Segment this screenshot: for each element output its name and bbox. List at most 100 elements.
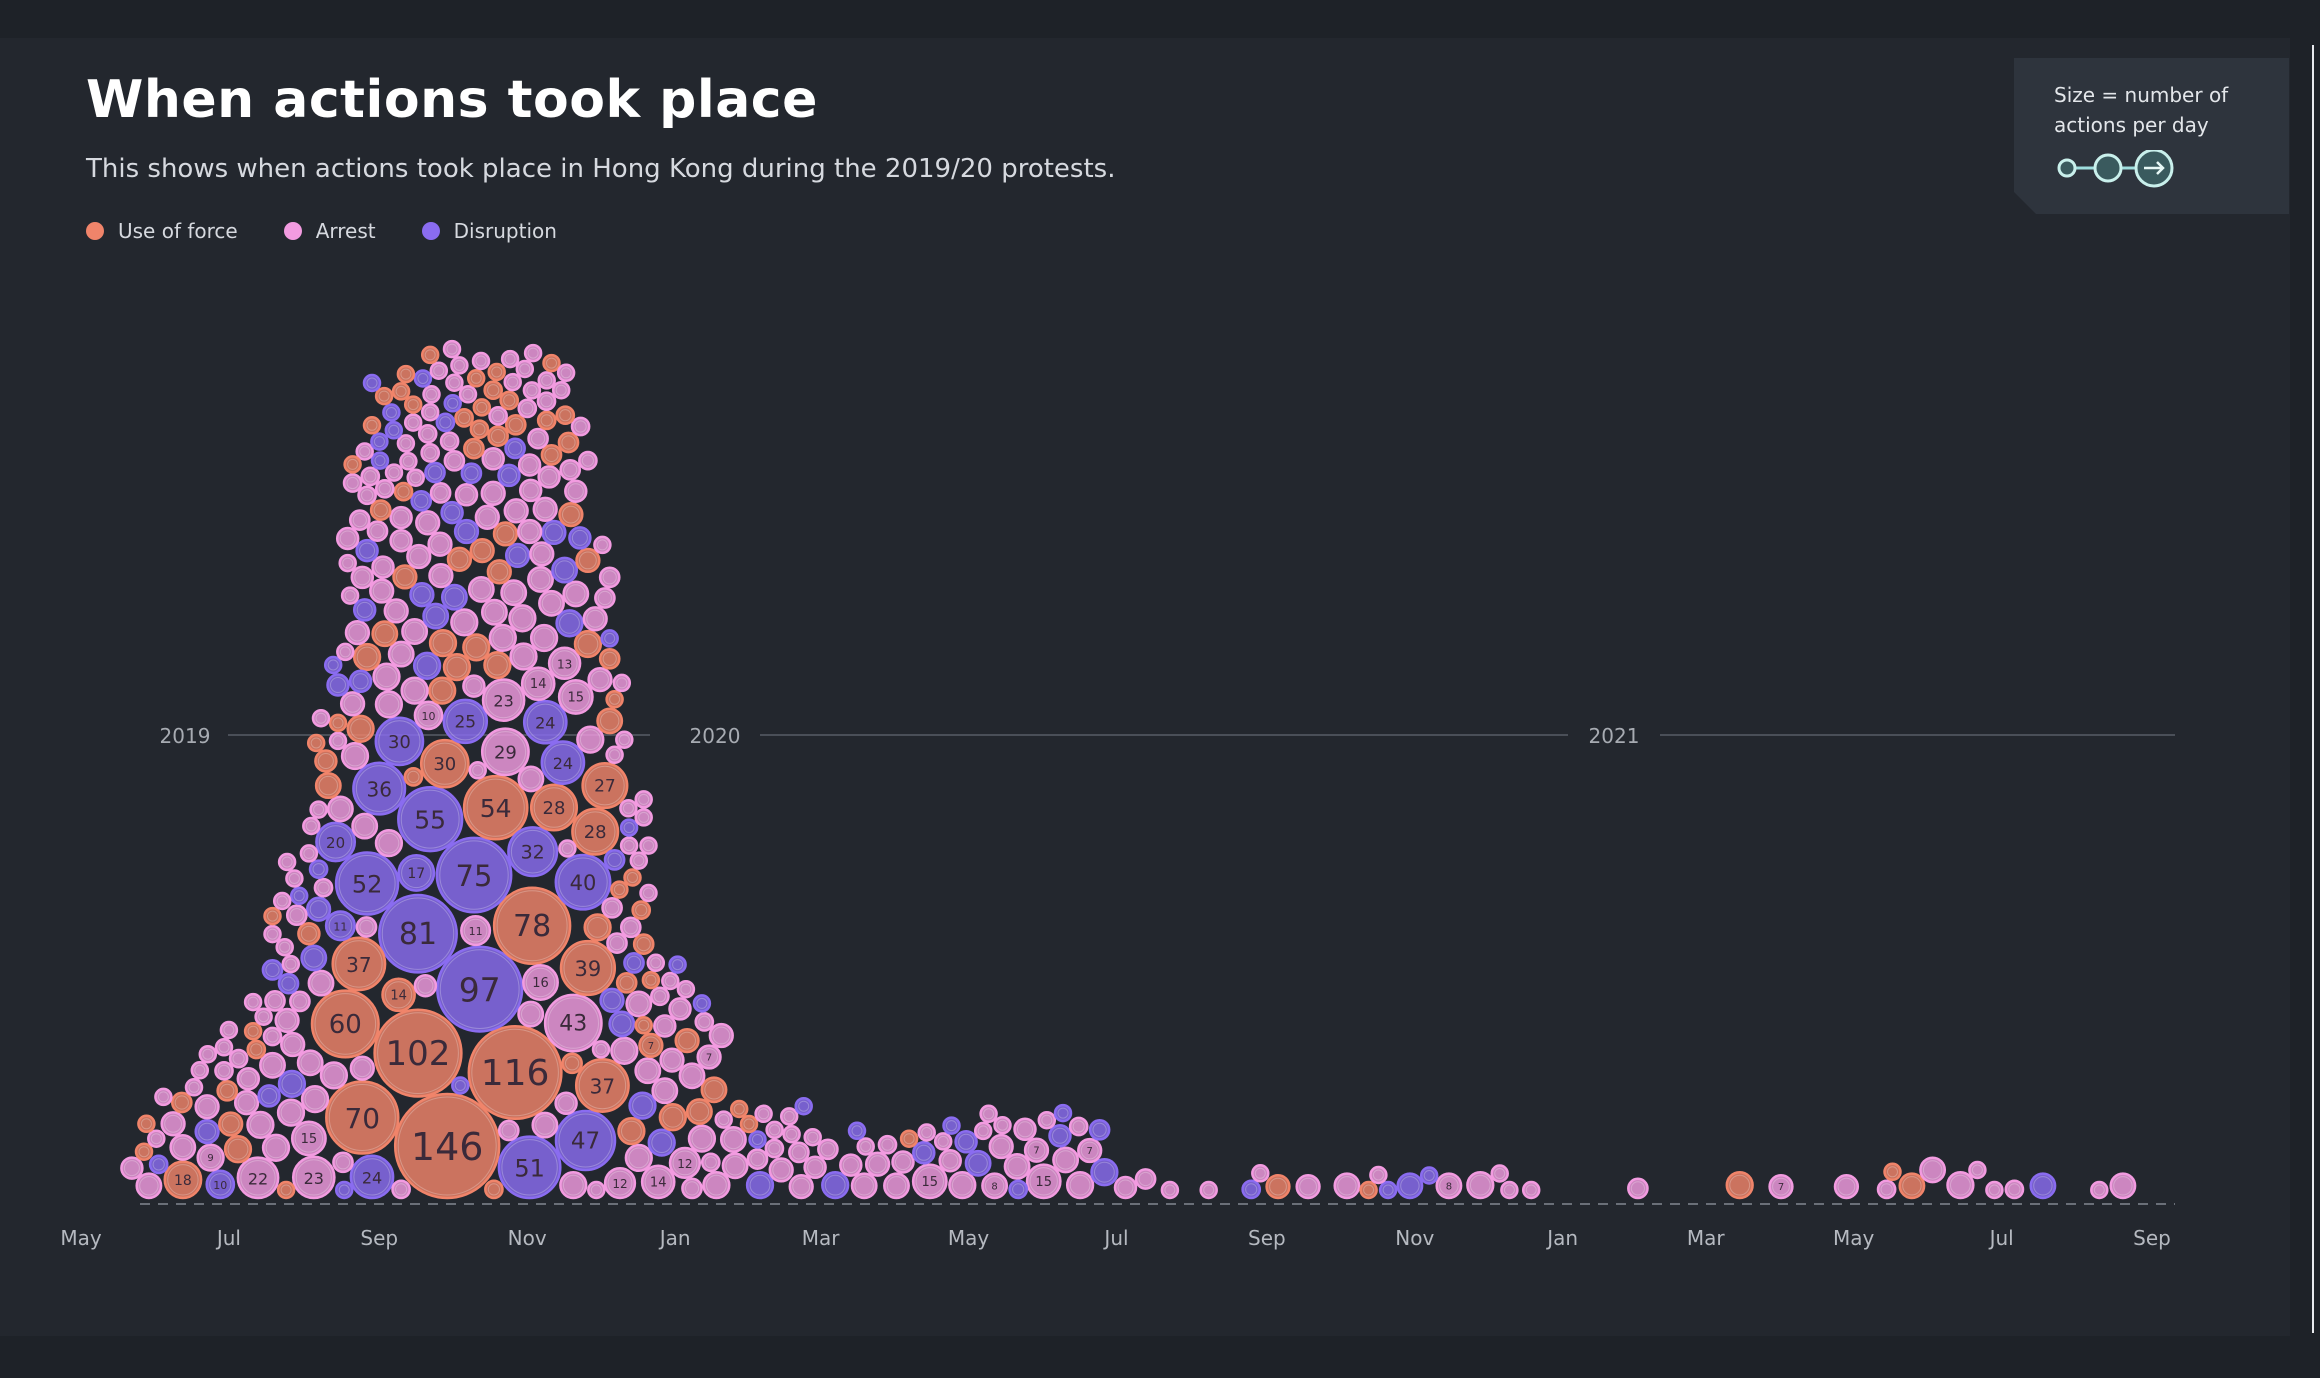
bubble[interactable] (446, 546, 473, 572)
bubble[interactable] (598, 566, 621, 589)
bubble[interactable] (487, 425, 509, 447)
bubble[interactable] (458, 385, 478, 404)
bubble[interactable] (617, 1116, 646, 1146)
bubble[interactable] (632, 933, 655, 955)
bubble[interactable] (523, 343, 543, 363)
bubble[interactable] (276, 1098, 306, 1127)
bubble[interactable] (1898, 1172, 1926, 1200)
data-bubble[interactable]: 32 (507, 826, 559, 878)
data-bubble[interactable]: 7 (696, 1044, 722, 1070)
bubble[interactable] (194, 1094, 220, 1120)
bubble[interactable] (412, 651, 442, 680)
bubble[interactable] (243, 992, 263, 1012)
bubble[interactable] (281, 954, 301, 974)
data-bubble[interactable]: 18 (163, 1160, 203, 1200)
bubble[interactable] (468, 761, 487, 780)
bubble[interactable] (988, 1133, 1014, 1160)
bubble[interactable] (2109, 1172, 2137, 1200)
bubble[interactable] (782, 1124, 801, 1144)
data-bubble[interactable]: 9 (196, 1143, 225, 1172)
bubble[interactable] (351, 812, 379, 840)
bubble[interactable] (443, 394, 462, 413)
bubble[interactable] (764, 1138, 785, 1159)
bubble[interactable] (396, 434, 416, 453)
bubble[interactable] (714, 1110, 733, 1129)
bubble[interactable] (681, 1177, 703, 1200)
bubble[interactable] (821, 1170, 850, 1200)
bubble[interactable] (348, 509, 371, 531)
bubble[interactable] (339, 691, 366, 717)
bubble[interactable] (280, 1031, 306, 1058)
bubble[interactable] (557, 431, 580, 454)
bubble[interactable] (413, 369, 433, 388)
bubble[interactable] (427, 531, 453, 557)
bubble[interactable] (518, 478, 543, 503)
bubble[interactable] (499, 390, 520, 411)
bubble[interactable] (428, 628, 458, 658)
bubble[interactable] (608, 1010, 636, 1038)
bubble[interactable] (1833, 1173, 1860, 1200)
bubble[interactable] (817, 1138, 839, 1161)
bubble[interactable] (184, 1078, 204, 1097)
bubble[interactable] (612, 673, 632, 693)
bubble[interactable] (596, 707, 624, 735)
bubble[interactable] (422, 602, 450, 630)
bubble[interactable] (355, 916, 378, 938)
legend-item-arrest[interactable]: Arrest (283, 219, 376, 243)
bubble[interactable] (134, 1142, 154, 1161)
bubble[interactable] (323, 655, 343, 675)
bubble[interactable] (313, 877, 334, 898)
bubble[interactable] (277, 972, 300, 995)
bubble[interactable] (428, 676, 457, 705)
bubble[interactable] (606, 932, 628, 954)
bubble[interactable] (508, 604, 537, 633)
bubble[interactable] (1048, 1124, 1072, 1148)
bubble[interactable] (302, 816, 321, 836)
bubble[interactable] (403, 767, 424, 787)
bubble[interactable] (912, 1141, 936, 1165)
bubble[interactable] (661, 971, 680, 991)
bubble[interactable] (1725, 1170, 1754, 1200)
bubble[interactable] (624, 1143, 653, 1173)
bubble[interactable] (319, 1061, 349, 1090)
data-bubble[interactable]: 15 (290, 1120, 327, 1157)
bubble[interactable] (517, 453, 542, 477)
bubble[interactable] (1052, 1146, 1080, 1174)
bubble[interactable] (551, 556, 579, 584)
bubble[interactable] (435, 412, 456, 433)
bubble[interactable] (601, 896, 623, 919)
bubble[interactable] (488, 406, 508, 426)
bubble[interactable] (883, 1172, 910, 1200)
bubble[interactable] (472, 398, 492, 417)
bubble[interactable] (486, 559, 512, 585)
bubble[interactable] (467, 575, 495, 603)
bubble[interactable] (509, 642, 538, 671)
bubble[interactable] (719, 1126, 747, 1153)
bubble[interactable] (1627, 1177, 1649, 1200)
bubble[interactable] (403, 395, 423, 414)
bubble[interactable] (2004, 1179, 2025, 1200)
bubble[interactable] (746, 1148, 769, 1170)
bubble[interactable] (1265, 1173, 1291, 1200)
bubble[interactable] (1883, 1162, 1902, 1182)
bubble[interactable] (424, 461, 446, 484)
data-bubble[interactable]: 11 (460, 915, 492, 947)
bubble[interactable] (708, 1022, 734, 1049)
data-bubble[interactable]: 14 (520, 666, 556, 702)
bubble[interactable] (1160, 1180, 1180, 1200)
bubble[interactable] (591, 1040, 611, 1059)
bubble[interactable] (555, 405, 576, 426)
data-bubble[interactable]: 12 (668, 1146, 702, 1180)
data-bubble[interactable]: 51 (497, 1135, 562, 1200)
data-bubble[interactable]: 16 (522, 964, 559, 1001)
bubble[interactable] (348, 669, 373, 694)
data-bubble[interactable]: 23 (291, 1155, 336, 1200)
bubble[interactable] (754, 1104, 773, 1124)
bubble[interactable] (257, 1084, 281, 1108)
bubble[interactable] (420, 345, 440, 365)
bubble[interactable] (659, 1047, 685, 1073)
bubble[interactable] (409, 582, 435, 608)
bubble[interactable] (803, 1127, 822, 1147)
bubble[interactable] (739, 1114, 759, 1134)
bubble[interactable] (687, 1124, 717, 1153)
